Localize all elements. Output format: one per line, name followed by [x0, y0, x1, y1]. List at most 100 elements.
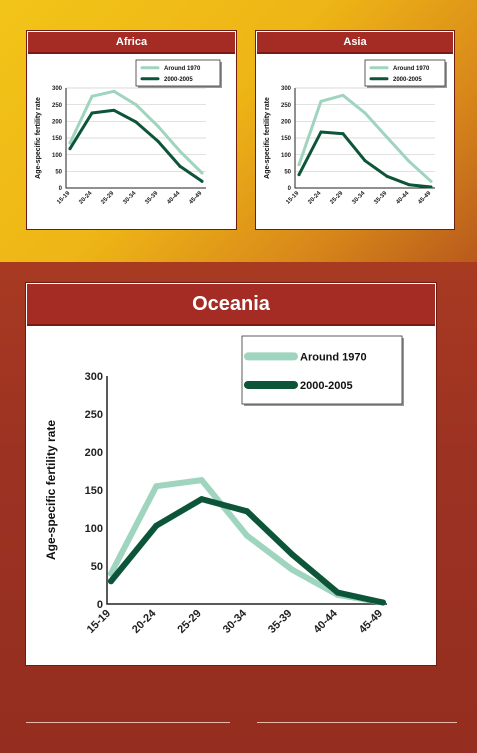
data-point: [363, 159, 367, 163]
data-point: [68, 147, 72, 151]
legend-label: 2000-2005: [393, 77, 422, 83]
y-tick-label: 0: [288, 186, 292, 192]
y-tick-label: 150: [85, 485, 103, 497]
data-point: [429, 179, 433, 183]
x-tick-label: 25-29: [175, 608, 203, 636]
y-tick-label: 200: [281, 119, 292, 125]
y-tick-label: 300: [281, 86, 292, 92]
x-tick-label: 20-24: [130, 607, 159, 636]
data-point: [178, 164, 182, 168]
data-point: [90, 94, 94, 98]
legend-label: 2000-2005: [300, 380, 353, 392]
x-tick-label: 15-19: [56, 190, 72, 206]
data-point: [319, 130, 323, 134]
asia-line-chart: 0 50 100 150 200 250 300 15-19 20-24 25-29 30-34 35…: [264, 59, 447, 206]
x-tick-label: 30-34: [122, 190, 138, 206]
x-tick-label: 20-24: [78, 190, 94, 206]
legend-label: 2000-2005: [164, 77, 193, 83]
oceania-line-chart: 0 50 100 150 200 250 300 15-19 20-24 25-29 30-34 35…: [44, 335, 404, 636]
x-tick-label: 30-34: [351, 190, 367, 206]
x-tick-label: 45-49: [417, 190, 433, 206]
data-point: [153, 483, 160, 490]
legend-box: [241, 335, 403, 405]
chart-title: Asia: [257, 32, 453, 54]
axis-lines: [294, 88, 435, 189]
y-tick-label: 250: [52, 103, 63, 109]
x-tick-label: 25-29: [100, 190, 116, 206]
footer-divider-right: [257, 722, 457, 723]
data-point: [297, 173, 301, 177]
data-point: [385, 174, 389, 178]
oceania-chart-panel: Oceania 0 50 100 150 200 250 300 15-19 20-24 25-2…: [26, 283, 436, 665]
chart-title: Africa: [28, 32, 235, 54]
data-point: [178, 149, 182, 153]
legend-label: Around 1970: [300, 351, 367, 363]
y-axis-label: Age-specific fertility rate: [44, 420, 58, 560]
y-tick-label: 100: [52, 153, 63, 159]
data-point: [68, 141, 72, 145]
axis-lines: [65, 88, 206, 189]
x-tick-label: 40-44: [395, 190, 411, 206]
y-tick-label: 100: [85, 523, 103, 535]
data-point: [289, 551, 296, 558]
data-point: [200, 171, 204, 175]
chart-title: Oceania: [27, 284, 435, 326]
data-point: [156, 124, 160, 128]
data-point: [341, 132, 345, 136]
data-point: [385, 135, 389, 139]
africa-line-chart: 0 50 100 150 200 250 300 15-19 20-24 25-29 30-34 35…: [35, 59, 222, 206]
y-tick-label: 250: [281, 103, 292, 109]
y-tick-label: 0: [59, 186, 63, 192]
series-line-0: [108, 477, 386, 606]
data-point: [334, 589, 341, 596]
y-tick-label: 200: [85, 447, 103, 459]
data-point: [244, 508, 250, 515]
x-tick-label: 35-39: [144, 190, 160, 206]
legend-box: [135, 59, 221, 87]
data-point: [156, 139, 160, 143]
data-point: [380, 599, 386, 606]
y-tick-label: 0: [97, 599, 103, 611]
data-point: [297, 163, 301, 167]
data-point: [363, 111, 367, 115]
x-tick-label: 15-19: [85, 608, 113, 636]
data-point: [407, 159, 411, 163]
data-point: [198, 477, 205, 484]
africa-chart-panel: Africa 0 50 100 150 200 250 300 15-19 20-24 25-29…: [27, 31, 236, 229]
data-point: [244, 532, 250, 539]
x-tick-label: 35-39: [373, 190, 389, 206]
data-point: [112, 89, 116, 93]
y-tick-label: 50: [55, 169, 62, 175]
data-point: [200, 179, 204, 183]
x-tick-label: 35-39: [266, 608, 294, 636]
data-point: [134, 120, 138, 124]
y-tick-label: 150: [52, 136, 63, 142]
footer-divider-left: [26, 722, 230, 723]
x-tick-label: 20-24: [307, 190, 323, 206]
data-point: [319, 99, 323, 103]
data-point: [134, 103, 138, 107]
y-tick-label: 300: [52, 86, 63, 92]
series-line-1: [108, 496, 386, 606]
y-tick-label: 150: [281, 136, 292, 142]
data-point: [112, 108, 116, 112]
y-tick-label: 250: [85, 409, 103, 421]
x-tick-label: 40-44: [166, 190, 182, 206]
x-tick-label: 15-19: [285, 190, 301, 206]
x-tick-label: 40-44: [311, 607, 340, 636]
y-axis-label: Age-specific fertility rate: [35, 97, 42, 179]
y-tick-label: 50: [284, 169, 291, 175]
data-point: [429, 185, 433, 189]
legend-label: Around 1970: [393, 66, 430, 72]
data-point: [108, 578, 114, 585]
axis-lines: [106, 376, 387, 605]
data-point: [153, 522, 160, 529]
asia-chart-panel: Asia 0 50 100 150 200 250 300 15-19 20-24 25-29 30…: [256, 31, 454, 229]
legend-box: [364, 59, 446, 87]
legend-label: Around 1970: [164, 66, 201, 72]
x-tick-label: 45-49: [188, 190, 204, 206]
data-point: [90, 111, 94, 115]
x-tick-label: 30-34: [221, 607, 250, 636]
data-point: [289, 566, 296, 573]
data-point: [198, 496, 205, 503]
